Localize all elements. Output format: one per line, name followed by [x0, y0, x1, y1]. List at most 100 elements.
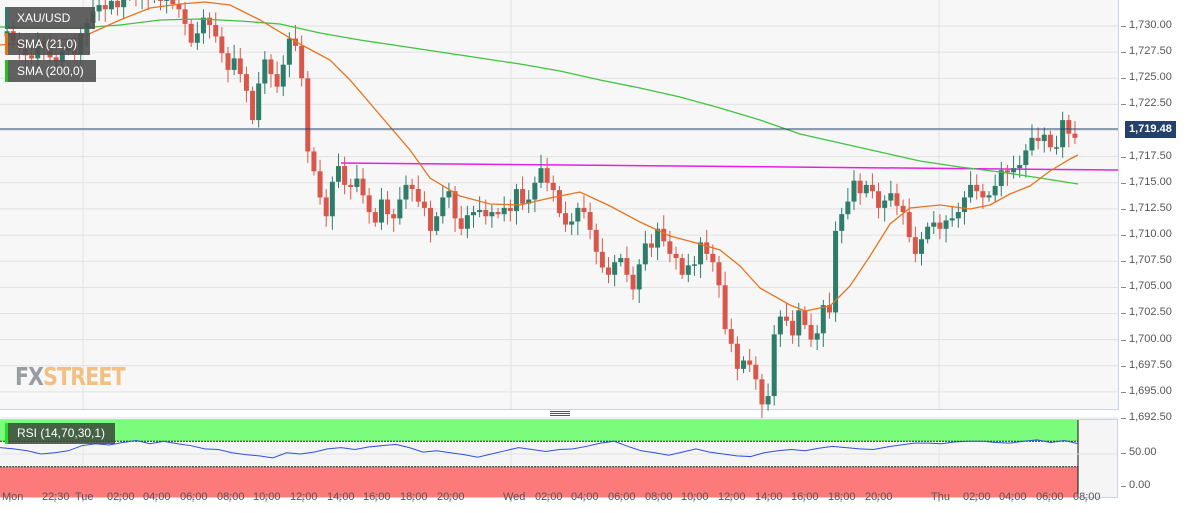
candle-body	[274, 74, 280, 87]
candle-body	[115, 0, 121, 8]
candle-body	[790, 320, 796, 336]
candle-body	[501, 207, 507, 215]
pane-resize-handle[interactable]	[550, 410, 570, 418]
time-xtick: 12:00	[290, 491, 318, 503]
candle-body	[728, 329, 734, 344]
candle-body	[974, 184, 980, 192]
candle-body	[225, 53, 231, 70]
sma21-line	[0, 1, 1079, 312]
candle-body	[372, 212, 378, 223]
candle-body	[219, 36, 225, 54]
candle-body	[1066, 120, 1072, 134]
candle-body	[1047, 134, 1053, 148]
candle-body	[237, 58, 243, 75]
candle-body	[949, 218, 955, 221]
candle-body	[648, 243, 654, 248]
candle-body	[268, 59, 274, 75]
candle-body	[391, 214, 397, 219]
legend-label: SMA (200,0)	[17, 64, 84, 78]
candle-body	[378, 199, 384, 223]
time-xtick: 02:00	[535, 491, 563, 503]
candle-body	[194, 33, 200, 43]
candle-body	[894, 193, 900, 206]
candle-body	[685, 265, 691, 275]
rsi-ytick: 0.00	[1120, 479, 1151, 491]
candle-body	[955, 212, 961, 219]
candle-body	[968, 184, 974, 198]
candle-body	[802, 310, 808, 325]
candle-body	[348, 184, 354, 187]
candle-body	[421, 201, 427, 208]
candle-body	[599, 251, 605, 268]
time-xtick: 22:30	[42, 491, 70, 503]
candle-body	[575, 207, 581, 222]
candle-body	[464, 215, 470, 229]
price-ytick: 1,710.00	[1121, 228, 1172, 241]
time-xtick: 06:00	[1036, 491, 1064, 503]
time-xtick: 02:00	[963, 491, 991, 503]
legend-label: RSI (14,70,30,1)	[17, 426, 106, 440]
candle-body	[900, 205, 906, 213]
candle-body	[293, 38, 299, 46]
time-xtick: Tue	[75, 491, 94, 503]
candle-body	[753, 364, 759, 380]
candle-body	[925, 226, 931, 240]
time-xtick: 16:00	[363, 491, 391, 503]
candle-body	[961, 197, 967, 213]
candle-body	[409, 184, 415, 190]
candle-body	[1029, 137, 1035, 151]
candle-body	[1004, 170, 1010, 173]
candle-body	[286, 38, 292, 65]
time-xtick: 14:00	[327, 491, 355, 503]
price-ytick: 1,725.00	[1121, 71, 1172, 84]
time-xtick: 12:00	[718, 491, 746, 503]
price-ytick: 1,697.50	[1121, 358, 1172, 371]
candle-body	[434, 216, 440, 231]
current-price-label: 1,719.48	[1125, 121, 1176, 138]
price-ytick: 1,715.00	[1121, 175, 1172, 188]
candle-body	[661, 228, 667, 242]
candle-body	[673, 253, 679, 259]
candle-body	[96, 5, 102, 12]
time-xtick: 08:00	[645, 491, 673, 503]
candle-body	[624, 258, 630, 275]
candle-body	[550, 182, 556, 191]
legend-rsi[interactable]: RSI (14,70,30,1)	[5, 423, 115, 444]
legend-sma200[interactable]: SMA (200,0)	[5, 60, 96, 82]
candle-body	[342, 166, 348, 185]
price-ytick: 1,707.50	[1121, 254, 1172, 267]
candle-body	[747, 360, 753, 365]
candle-body	[458, 218, 464, 229]
candle-body	[182, 9, 188, 24]
candle-body	[998, 170, 1004, 186]
candle-body	[452, 191, 458, 219]
candle-body	[863, 184, 869, 194]
fxstreet-logo: FXSTREET	[15, 362, 126, 391]
candle-body	[1023, 150, 1029, 166]
candle-body	[538, 168, 544, 183]
candle-body	[1041, 134, 1047, 141]
candle-body	[29, 55, 35, 59]
candle-body	[679, 258, 685, 275]
legend-label: SMA (21,0)	[17, 37, 78, 51]
time-xtick: 06:00	[608, 491, 636, 503]
candle-body	[630, 274, 636, 290]
candle-body	[121, 0, 127, 8]
candle-body	[200, 17, 206, 34]
time-xtick: 18:00	[400, 491, 428, 503]
time-xtick: 16:00	[791, 491, 819, 503]
candle-body	[765, 396, 771, 405]
candle-body	[1035, 137, 1041, 141]
candle-body	[777, 316, 783, 335]
candle-body	[1060, 120, 1066, 148]
legend-sma21[interactable]: SMA (21,0)	[5, 33, 90, 55]
price-ytick: 1,712.50	[1121, 201, 1172, 214]
price-ytick: 1,717.50	[1121, 149, 1172, 162]
time-xtick: 08:00	[1073, 491, 1101, 503]
legend-swatch	[5, 60, 8, 82]
candle-body	[495, 212, 501, 215]
candle-body	[102, 5, 108, 10]
legend-xauusd[interactable]: XAU/USD	[5, 7, 95, 29]
candle-body	[783, 316, 789, 321]
